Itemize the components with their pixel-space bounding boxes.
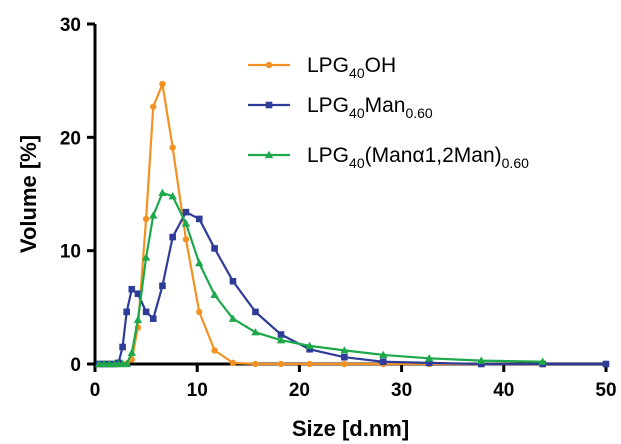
data-point xyxy=(195,215,203,223)
data-point xyxy=(169,233,176,241)
legend-text-part: (Manα1,2Man) xyxy=(365,144,502,167)
data-point xyxy=(478,360,485,368)
series-circle xyxy=(95,80,546,368)
legend-text-part: Man xyxy=(365,94,406,117)
data-point xyxy=(277,360,285,368)
legend-subscript: 40 xyxy=(349,105,365,121)
data-point xyxy=(142,215,150,223)
legend-label: LPG40(Manα1,2Man)0.60 xyxy=(307,144,529,171)
data-point xyxy=(602,360,610,368)
x-axis-title: Size [d.nm] xyxy=(292,416,409,441)
x-tick-label: 40 xyxy=(493,380,514,401)
data-point xyxy=(168,192,177,200)
data-point xyxy=(158,188,167,197)
legend-text-part: LPG xyxy=(307,144,349,167)
x-tick-label: 30 xyxy=(391,380,412,401)
legend-text-part: LPG xyxy=(307,54,349,77)
data-point xyxy=(159,282,166,290)
data-point xyxy=(252,308,259,316)
legend-entry: LPG40OH xyxy=(248,54,396,81)
data-point xyxy=(251,328,260,336)
legend-entry: LPG40(Manα1,2Man)0.60 xyxy=(248,144,529,171)
data-point xyxy=(425,359,433,367)
legend-entry: LPG40Man0.60 xyxy=(248,94,433,121)
data-point xyxy=(229,359,237,367)
y-tick-label: 10 xyxy=(60,242,81,263)
legend-swatch-marker xyxy=(264,150,274,159)
data-point xyxy=(133,315,143,323)
y-tick-label: 30 xyxy=(60,15,81,36)
data-point xyxy=(149,211,158,219)
data-point xyxy=(122,359,131,368)
data-point xyxy=(341,353,348,361)
data-point xyxy=(306,345,313,353)
data-point xyxy=(196,308,203,316)
x-tick-label: 20 xyxy=(289,380,310,401)
data-point xyxy=(210,290,219,299)
data-point xyxy=(127,348,136,356)
series-line xyxy=(99,82,543,366)
legend-swatch-marker xyxy=(265,61,273,69)
data-point xyxy=(169,144,176,151)
data-point xyxy=(195,258,204,267)
legend-label: LPG40Man0.60 xyxy=(307,94,433,121)
data-point xyxy=(538,357,547,365)
data-point xyxy=(141,253,151,261)
data-point xyxy=(128,285,136,293)
y-tick-label: 20 xyxy=(60,128,81,149)
x-tick-label: 0 xyxy=(90,380,101,401)
data-point xyxy=(211,245,218,252)
x-tick-label: 10 xyxy=(187,380,208,401)
legend-swatch-marker xyxy=(265,101,273,109)
data-point xyxy=(229,277,237,285)
data-point xyxy=(123,308,130,316)
data-point xyxy=(119,343,126,351)
axes: Size [d.nm] Volume [%] 0 10 20 30 40 50 0 10 20 3… xyxy=(16,15,617,441)
data-point xyxy=(252,360,259,368)
y-tick-label: 0 xyxy=(70,355,81,376)
data-point xyxy=(424,354,434,362)
data-point xyxy=(150,103,157,110)
data-point xyxy=(276,336,286,344)
x-tick-label: 50 xyxy=(595,380,616,401)
legend-subscript: 40 xyxy=(349,155,365,171)
data-point xyxy=(340,346,349,354)
data-point xyxy=(211,347,218,354)
data-point xyxy=(277,331,285,338)
data-point xyxy=(341,360,348,368)
y-axis-title: Volume [%] xyxy=(16,135,41,253)
data-point xyxy=(181,219,191,227)
data-point xyxy=(182,208,190,216)
data-point xyxy=(305,341,314,350)
data-point xyxy=(134,290,142,298)
data-point xyxy=(149,315,157,322)
data-point xyxy=(379,358,387,366)
data-point xyxy=(228,314,238,322)
series-triangle xyxy=(94,188,547,368)
legend-text-part: LPG xyxy=(307,94,349,117)
data-point xyxy=(182,236,190,243)
data-point xyxy=(142,308,150,316)
data-point xyxy=(379,350,388,359)
data-point xyxy=(159,80,166,88)
plot-area xyxy=(94,80,610,368)
series-line xyxy=(99,191,543,366)
legend-text-part: OH xyxy=(365,54,397,77)
data-point xyxy=(306,360,313,368)
legend-subscript: 0.60 xyxy=(405,105,432,121)
legend-label: LPG40OH xyxy=(307,54,396,81)
legend-subscript: 40 xyxy=(349,65,365,81)
data-point xyxy=(477,356,486,364)
legend-subscript: 0.60 xyxy=(502,155,529,171)
series-square xyxy=(95,208,610,368)
